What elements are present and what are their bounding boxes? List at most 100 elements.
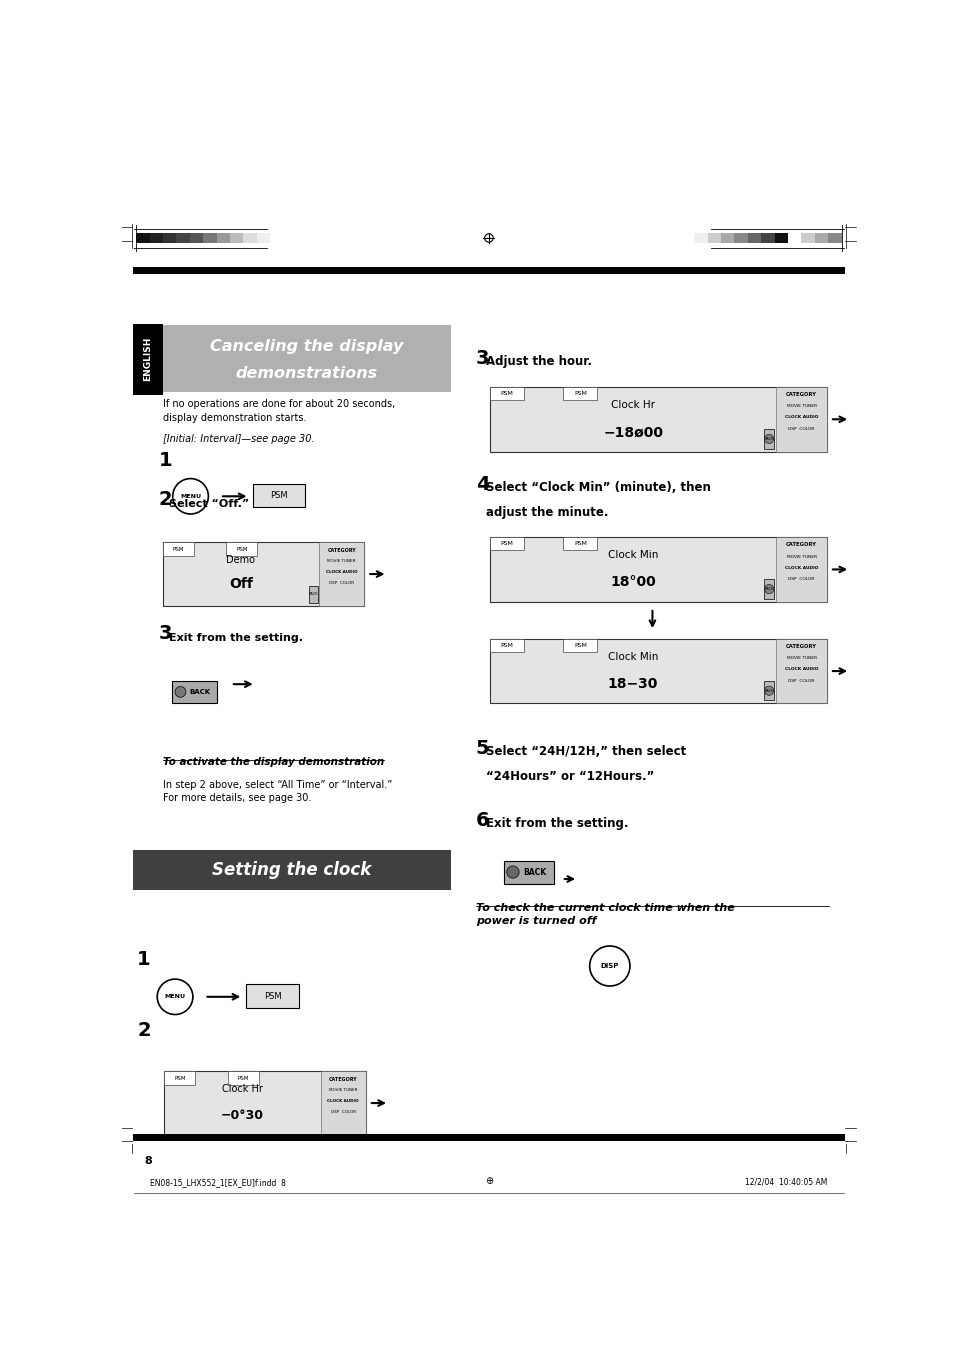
Text: BACK: BACK (189, 689, 211, 694)
Bar (133, 267, 843, 274)
Bar (136, 232, 150, 243)
Text: 18−30: 18−30 (607, 677, 658, 690)
Text: Exit from the setting.: Exit from the setting. (485, 817, 628, 831)
Bar (256, 232, 270, 243)
Circle shape (174, 686, 186, 697)
Text: BACK: BACK (308, 592, 318, 596)
Bar (734, 232, 747, 243)
Bar (489, 386, 523, 400)
Bar (489, 538, 826, 601)
Circle shape (763, 585, 773, 593)
Text: CLOCK AUDIO: CLOCK AUDIO (784, 566, 818, 570)
Bar (776, 538, 826, 601)
Bar (489, 538, 523, 550)
Text: PSM: PSM (173, 1075, 185, 1081)
Circle shape (506, 866, 518, 878)
Text: BACK: BACK (763, 588, 773, 592)
Text: CATEGORY: CATEGORY (327, 549, 355, 553)
Text: Clock Min: Clock Min (607, 653, 658, 662)
Text: PSM: PSM (574, 643, 586, 647)
Bar (162, 326, 451, 392)
Bar (489, 639, 826, 704)
Bar (801, 232, 814, 243)
Text: CLOCK AUDIO: CLOCK AUDIO (327, 1100, 358, 1104)
Bar (230, 232, 243, 243)
Text: MENU: MENU (180, 494, 201, 499)
Text: DSP  COLOR: DSP COLOR (787, 678, 814, 682)
Text: CLOCK AUDIO: CLOCK AUDIO (784, 667, 818, 671)
Bar (562, 538, 597, 550)
Bar (228, 1071, 258, 1085)
Text: ENGLISH: ENGLISH (143, 336, 152, 381)
Bar (133, 1133, 843, 1140)
Text: MENU: MENU (164, 994, 186, 1000)
Text: 2: 2 (158, 489, 172, 508)
Text: “24Hours” or “12Hours.”: “24Hours” or “12Hours.” (485, 770, 654, 782)
Text: PSM: PSM (264, 992, 281, 1001)
Bar (133, 324, 162, 394)
Text: DSP  COLOR: DSP COLOR (787, 427, 814, 431)
Text: PSM: PSM (499, 390, 513, 396)
Text: Select “24H/12H,” then select: Select “24H/12H,” then select (485, 746, 685, 758)
Text: Clock Min: Clock Min (607, 550, 658, 561)
Bar (814, 232, 827, 243)
Text: CATEGORY: CATEGORY (785, 392, 817, 397)
Text: Adjust the hour.: Adjust the hour. (485, 355, 591, 369)
Bar (164, 1071, 365, 1135)
Text: 4: 4 (476, 476, 489, 494)
Bar (707, 232, 720, 243)
Text: [Initial: Interval]—see page 30.: [Initial: Interval]—see page 30. (162, 434, 314, 444)
Text: CLOCK AUDIO: CLOCK AUDIO (326, 570, 357, 574)
Text: 8: 8 (145, 1156, 152, 1166)
Text: CATEGORY: CATEGORY (785, 644, 817, 648)
Text: 18°00: 18°00 (610, 576, 656, 589)
Text: Clock Hr: Clock Hr (222, 1084, 263, 1094)
Text: −18ø00: −18ø00 (602, 426, 662, 439)
Text: adjust the minute.: adjust the minute. (485, 505, 608, 519)
Text: PSM: PSM (235, 547, 247, 551)
Text: PSM: PSM (270, 490, 288, 500)
Bar (190, 232, 203, 243)
Text: Select “Off.”: Select “Off.” (169, 499, 249, 508)
Bar (763, 430, 773, 449)
Text: 12/2/04  10:40:05 AM: 12/2/04 10:40:05 AM (744, 1178, 827, 1186)
Text: To check the current clock time when the
power is turned off: To check the current clock time when the… (476, 902, 734, 925)
Bar (162, 543, 193, 555)
Bar (226, 543, 257, 555)
Bar (309, 585, 317, 603)
Bar (489, 386, 826, 451)
Text: MOVIE TUNER: MOVIE TUNER (786, 554, 816, 558)
Text: Setting the clock: Setting the clock (213, 861, 372, 878)
Bar (320, 1071, 365, 1135)
Bar (150, 232, 163, 243)
Bar (763, 580, 773, 598)
Text: 3: 3 (476, 350, 489, 369)
Bar (720, 232, 734, 243)
Bar (203, 232, 216, 243)
Circle shape (763, 434, 773, 443)
Bar (747, 232, 760, 243)
Text: BACK: BACK (763, 436, 773, 440)
Text: MOVIE TUNER: MOVIE TUNER (786, 657, 816, 661)
Text: PSM: PSM (172, 547, 184, 551)
Bar (133, 850, 451, 890)
Bar (760, 232, 774, 243)
Text: CATEGORY: CATEGORY (785, 542, 817, 547)
Bar (776, 639, 826, 704)
Text: MOVIE TUNER: MOVIE TUNER (327, 559, 355, 563)
Text: −0°30: −0°30 (221, 1109, 264, 1123)
Bar (489, 639, 523, 651)
Bar (694, 232, 707, 243)
Bar (827, 232, 841, 243)
Text: To activate the display demonstration: To activate the display demonstration (162, 757, 383, 766)
Bar (243, 232, 256, 243)
Text: 1: 1 (137, 950, 151, 969)
Bar (776, 386, 826, 451)
Text: Select “Clock Min” (minute), then: Select “Clock Min” (minute), then (485, 481, 710, 494)
Bar (763, 681, 773, 700)
Text: DISP: DISP (600, 963, 618, 969)
Text: Off: Off (229, 577, 253, 592)
Bar (787, 232, 801, 243)
Text: PSM: PSM (574, 390, 586, 396)
Text: If no operations are done for about 20 seconds,
display demonstration starts.: If no operations are done for about 20 s… (162, 400, 395, 423)
